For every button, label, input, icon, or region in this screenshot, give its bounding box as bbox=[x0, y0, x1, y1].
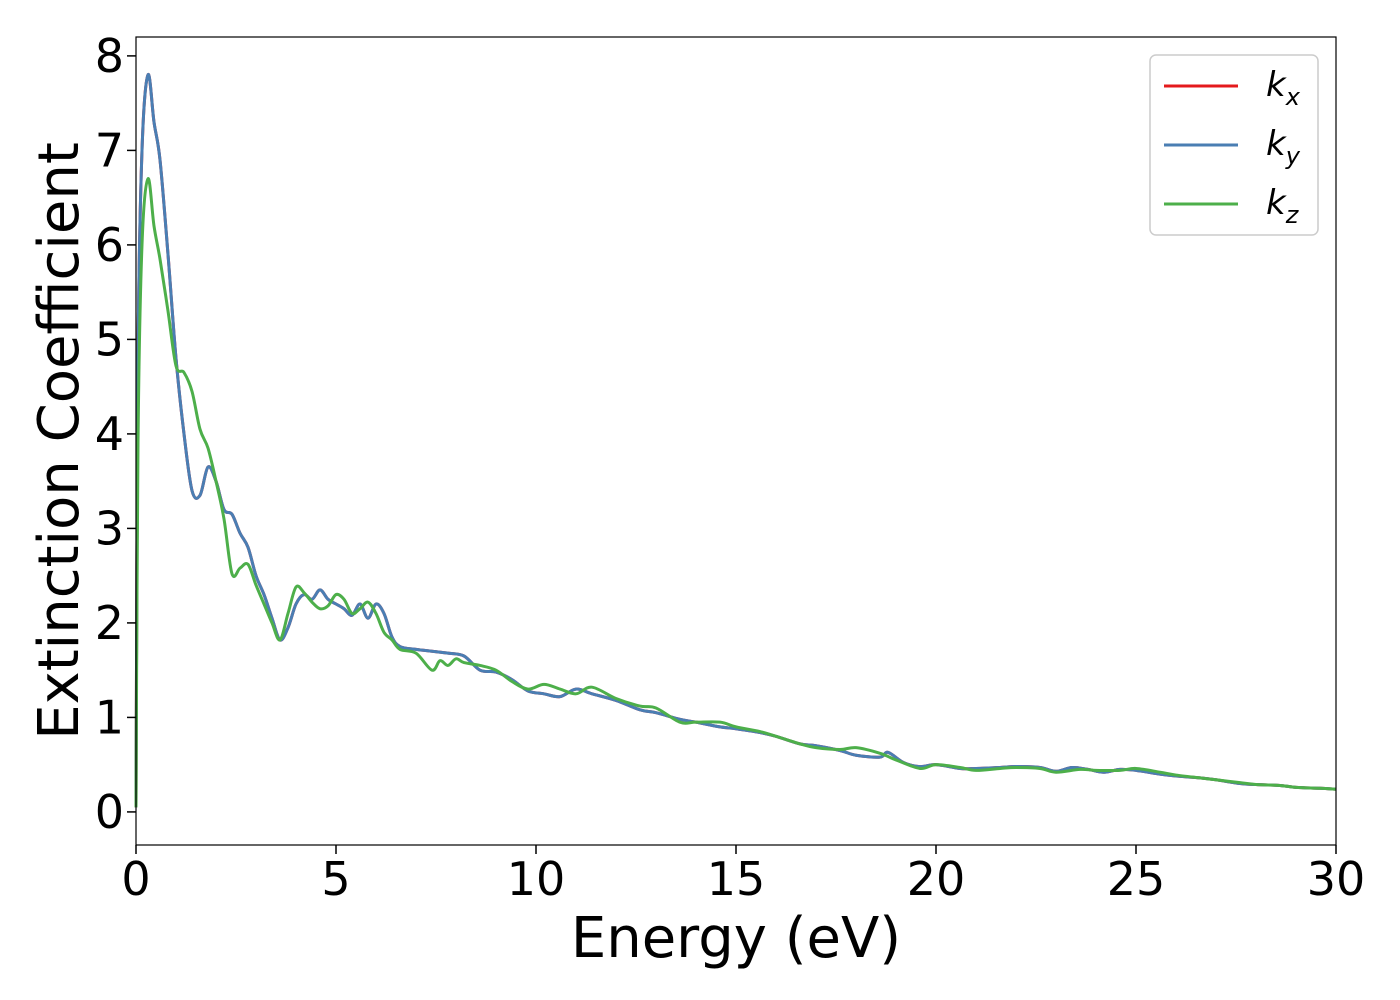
x-tick-label: 5 bbox=[321, 852, 350, 906]
plot-area bbox=[136, 37, 1336, 845]
y-tick-label: 5 bbox=[95, 312, 124, 366]
legend: kx ky kz bbox=[1149, 54, 1319, 236]
legend-label-k-z: kz bbox=[1266, 183, 1300, 229]
y-tick-label: 1 bbox=[95, 690, 124, 744]
y-axis: 0 1 2 3 4 5 6 7 8 bbox=[95, 29, 136, 839]
x-tick-label: 25 bbox=[1107, 852, 1166, 906]
y-tick-label: 4 bbox=[95, 407, 124, 461]
x-axis-label: Energy (eV) bbox=[571, 906, 901, 971]
series-layer bbox=[134, 73, 1337, 808]
y-tick-label: 2 bbox=[95, 596, 124, 650]
x-axis: 0 5 10 15 20 25 30 bbox=[121, 845, 1365, 906]
x-tick-label: 0 bbox=[121, 852, 150, 906]
y-tick-label: 8 bbox=[95, 29, 124, 83]
x-tick-label: 10 bbox=[507, 852, 566, 906]
y-tick-label: 7 bbox=[95, 123, 124, 177]
y-tick-label: 3 bbox=[95, 501, 124, 555]
x-tick-label: 20 bbox=[907, 852, 966, 906]
x-tick-label: 30 bbox=[1307, 852, 1366, 906]
y-tick-label: 0 bbox=[95, 785, 124, 839]
legend-label-k-x: kx bbox=[1266, 65, 1301, 111]
legend-label-k-y: ky bbox=[1266, 124, 1301, 170]
y-tick-label: 6 bbox=[95, 218, 124, 272]
series-line-k-z bbox=[134, 177, 1337, 808]
y-axis-label: Extinction Coefficient bbox=[27, 142, 92, 740]
x-tick-label: 15 bbox=[707, 852, 766, 906]
